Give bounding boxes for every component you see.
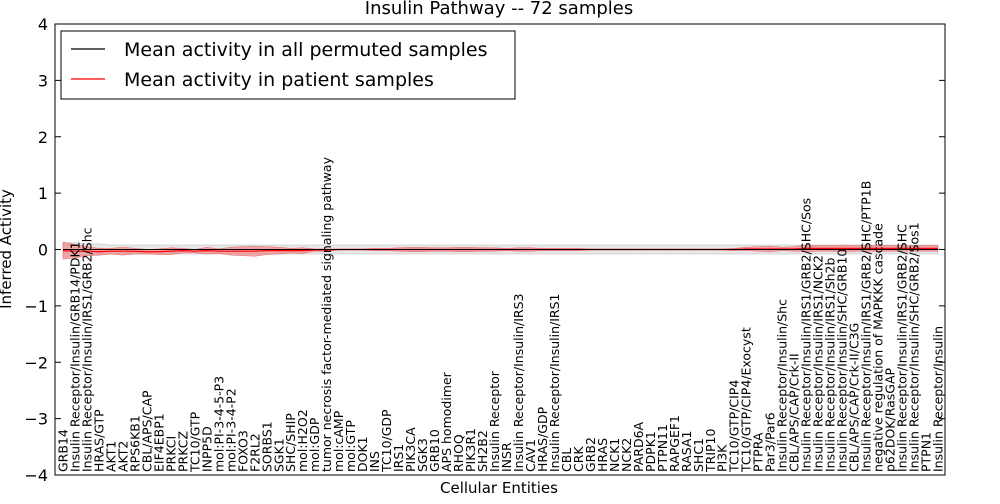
y-tick-label: 3 bbox=[38, 71, 48, 90]
x-tick-label: Insulin Receptor/Insulin/IRS1/GRB2/SHC/S… bbox=[799, 198, 814, 472]
x-axis-label: Cellular Entities bbox=[440, 479, 558, 497]
x-tick-label: RASA1 bbox=[679, 431, 694, 472]
x-tick-label: INPP5D bbox=[199, 426, 214, 472]
x-tick-label: AKT1 bbox=[103, 441, 118, 472]
x-tick-label: SHC1 bbox=[691, 438, 706, 472]
x-tick-label: GRB14 bbox=[56, 429, 71, 472]
y-tick-label: −4 bbox=[24, 466, 48, 485]
x-tick-label: Insulin Receptor/Insulin/IRS1/GRB2/SHC/P… bbox=[859, 181, 874, 472]
x-tick-label: mol:GTP bbox=[343, 420, 358, 472]
x-tick-label: mol:GDP bbox=[307, 417, 322, 472]
x-tick-label: APS homodimer bbox=[439, 371, 454, 472]
y-tick-label: 1 bbox=[38, 184, 48, 203]
y-tick-label: 4 bbox=[38, 15, 48, 34]
x-tick-label: TC10/GTP/CIP4 bbox=[727, 380, 742, 473]
x-tick-label: Insulin Receptor/Insulin/IRS1/GRB2/Shc bbox=[80, 227, 95, 472]
x-tick-label: Insulin Receptor/Insulin/IRS3 bbox=[511, 294, 526, 472]
x-tick-label: NCK1 bbox=[607, 438, 622, 472]
x-tick-label: F2RL2 bbox=[247, 433, 262, 472]
x-tick-label: SORBS1 bbox=[259, 421, 274, 472]
x-tick-label: AKT2 bbox=[115, 441, 130, 472]
series-lines bbox=[62, 247, 938, 253]
x-tick-label: HRAS/GTP bbox=[92, 409, 107, 472]
y-tick-label: −2 bbox=[24, 353, 48, 372]
x-tick-label: NCK2 bbox=[619, 438, 634, 472]
x-tick-label: mol:H2O2 bbox=[295, 409, 310, 472]
x-tick-label: TC10/GDP bbox=[379, 409, 394, 473]
x-tick-label: PRKCZ bbox=[175, 431, 190, 472]
x-tick-label: PRKCI bbox=[163, 436, 178, 472]
x-tick-label: RHOQ bbox=[451, 434, 466, 472]
x-tick-label: INS bbox=[367, 451, 382, 472]
x-tick-label: Insulin Receptor/Insulin/IRS1/NCK2 bbox=[811, 255, 826, 472]
legend-label-patient: Mean activity in patient samples bbox=[124, 69, 434, 91]
y-tick-label: 2 bbox=[38, 128, 48, 147]
x-tick-label: mol:PI-3-4-P2 bbox=[223, 388, 238, 472]
x-tick-label: negative regulation of MAPKKK cascade bbox=[871, 223, 886, 472]
x-tick-label: SGK1 bbox=[271, 438, 286, 472]
x-tick-label: IRS1 bbox=[391, 444, 406, 472]
x-tick-label: HRAS/GDP bbox=[535, 406, 550, 472]
x-tick-label: tumor necrosis factor-mediated signaling… bbox=[319, 156, 334, 472]
y-axis-label: Inferred Activity bbox=[0, 189, 15, 309]
x-tick-label: Insulin Receptor/Insulin/IRS1 bbox=[547, 294, 562, 472]
x-tick-label: CBL bbox=[559, 448, 574, 472]
x-tick-label: TRIP10 bbox=[703, 429, 718, 473]
x-tick-label: SGK3 bbox=[415, 438, 430, 472]
y-tick-label: 0 bbox=[38, 241, 48, 260]
y-axis: 4 3 2 1 0 −1 −2 −3 −4 bbox=[24, 15, 945, 485]
x-tick-label: Insulin Receptor/Insulin/IRS1/Sh2b bbox=[823, 257, 838, 472]
x-tick-label: TC10/GTP bbox=[187, 411, 202, 473]
legend: Mean activity in all permuted samples Me… bbox=[60, 30, 516, 100]
x-tick-label: mol:cAMP bbox=[331, 410, 346, 472]
x-tick-label: RAPGEF1 bbox=[667, 415, 682, 472]
x-tick-label: Insulin Receptor/Insulin/GRB14/PDK1 bbox=[68, 241, 83, 472]
legend-box bbox=[60, 30, 516, 100]
x-tick-label: GRB10 bbox=[427, 429, 442, 472]
x-tick-label: FOXO3 bbox=[235, 430, 250, 472]
legend-label-permuted: Mean activity in all permuted samples bbox=[124, 39, 487, 61]
y-tick-label: −3 bbox=[24, 410, 48, 429]
x-tick-label: CAV1 bbox=[523, 439, 538, 472]
x-tick-label: SHC/SHIP bbox=[283, 413, 298, 472]
x-tick-label: INSR bbox=[499, 442, 514, 472]
x-tick-label: Insulin Receptor/Insulin bbox=[931, 326, 946, 472]
x-tick-label: Insulin Receptor/Insulin/SHC/GRB10 bbox=[835, 249, 850, 472]
x-tick-label: HRAS bbox=[595, 438, 610, 472]
x-tick-label: PIK3R1 bbox=[463, 428, 478, 472]
x-tick-label: SH2B2 bbox=[475, 430, 490, 472]
x-tick-label: CRK bbox=[571, 446, 586, 472]
x-tick-label: mol:PI-3-4-5-P3 bbox=[211, 376, 226, 472]
x-tick-label: GRB2 bbox=[583, 437, 598, 472]
x-tick-label: RPS6KB1 bbox=[127, 415, 142, 472]
x-tick-label: TC10/GTP/CIP4/Exocyst bbox=[739, 327, 754, 473]
x-tick-label: Insulin Receptor/Insulin/Shc bbox=[775, 299, 790, 472]
x-tick-label: PTPRA bbox=[751, 432, 766, 472]
x-tick-label: PARD6A bbox=[631, 421, 646, 472]
x-tick-label: PIK3CA bbox=[403, 427, 418, 472]
x-tick-label: Par3/Par6 bbox=[763, 412, 778, 472]
x-tick-label: CBL/APS/CAP/Crk-II/C3G bbox=[847, 323, 862, 472]
x-tick-label: p62DOK/RasGAP bbox=[883, 367, 898, 472]
x-tick-label: PDPK1 bbox=[643, 431, 658, 472]
y-tick-label: −1 bbox=[24, 297, 48, 316]
x-tick-label: CBL/APS/CAP bbox=[139, 390, 154, 472]
x-tick-label: PI3K bbox=[715, 444, 730, 472]
x-tick-label: Insulin Receptor bbox=[487, 370, 502, 472]
x-tick-label: EIF4EBP1 bbox=[151, 413, 166, 472]
x-tick-label: DOK1 bbox=[355, 436, 370, 472]
chart-title: Insulin Pathway -- 72 samples bbox=[365, 0, 633, 19]
x-tick-label: PTPN11 bbox=[655, 424, 670, 472]
x-tick-label: CBL/APS/CAP/Crk-II bbox=[787, 353, 802, 472]
x-tick-label: PTPN1 bbox=[919, 432, 934, 472]
x-tick-label: Insulin Receptor/Insulin/SHC/GRB2/Sos1 bbox=[907, 222, 922, 472]
x-tick-label: Insulin Receptor/Insulin/IRS1/GRB2/SHC bbox=[895, 224, 910, 472]
